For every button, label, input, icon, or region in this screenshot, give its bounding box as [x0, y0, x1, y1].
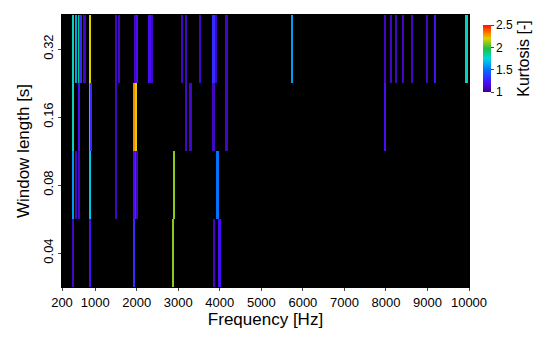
- svg-text:0.32: 0.32: [41, 34, 56, 59]
- svg-text:0.04: 0.04: [41, 238, 56, 263]
- svg-text:4000: 4000: [205, 295, 234, 310]
- svg-text:2.5: 2.5: [496, 18, 513, 32]
- svg-text:5000: 5000: [247, 295, 276, 310]
- svg-text:7000: 7000: [330, 295, 359, 310]
- svg-text:6000: 6000: [288, 295, 317, 310]
- svg-text:3000: 3000: [164, 295, 193, 310]
- svg-text:0.08: 0.08: [41, 170, 56, 195]
- svg-text:9000: 9000: [413, 295, 442, 310]
- svg-text:1: 1: [496, 85, 503, 99]
- svg-text:10000: 10000: [451, 295, 487, 310]
- svg-text:200: 200: [51, 295, 73, 310]
- svg-text:2000: 2000: [122, 295, 151, 310]
- svg-text:2: 2: [496, 41, 503, 55]
- svg-text:Kurtosis [-]: Kurtosis [-]: [515, 20, 532, 96]
- svg-text:1000: 1000: [81, 295, 110, 310]
- svg-text:8000: 8000: [371, 295, 400, 310]
- svg-text:0.16: 0.16: [41, 102, 56, 127]
- svg-text:Frequency [Hz]: Frequency [Hz]: [208, 310, 323, 329]
- svg-text:1.5: 1.5: [496, 63, 513, 77]
- svg-text:Window length [s]: Window length [s]: [14, 84, 33, 218]
